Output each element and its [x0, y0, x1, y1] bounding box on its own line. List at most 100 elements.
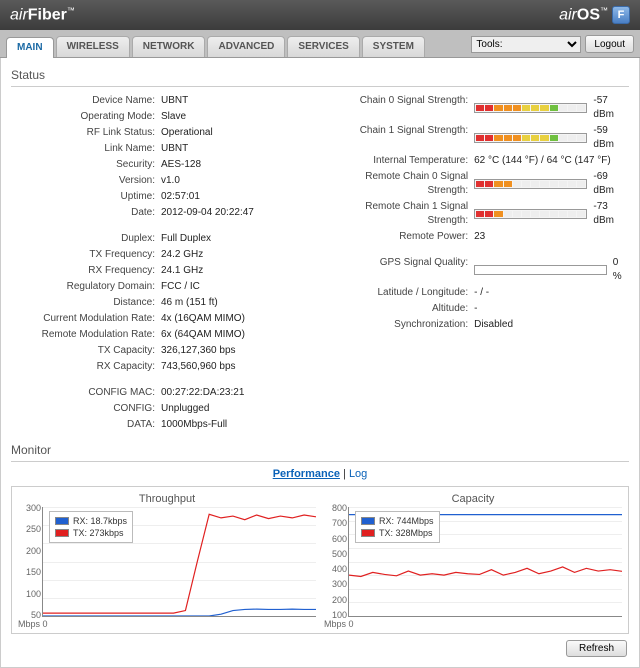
tab-wireless[interactable]: WIRELESS [56, 36, 130, 57]
status-value: 326,127,360 bps [161, 344, 314, 358]
status-value: 2012-09-04 20:22:47 [161, 206, 314, 220]
status-label: CONFIG: [11, 402, 161, 416]
status-value: Full Duplex [161, 232, 314, 246]
status-label: Date: [11, 206, 161, 220]
status-row: Internal Temperature:62 °C (144 °F) / 64… [324, 153, 629, 169]
status-value: FCC / IC [161, 280, 314, 294]
logo-airfiber: airFiber™ [10, 6, 75, 24]
axis-label: Mbps 0 [18, 617, 316, 629]
status-value: -59 dBm [474, 124, 629, 152]
status-row: Synchronization:Disabled [324, 317, 629, 333]
status-row: TX Frequency:24.2 GHz [11, 247, 314, 263]
status-value: Unplugged [161, 402, 314, 416]
status-row: Security:AES-128 [11, 157, 314, 173]
status-value: 0 % [474, 256, 629, 284]
status-value: AES-128 [161, 158, 314, 172]
link-performance[interactable]: Performance [273, 468, 340, 480]
status-value: - [474, 302, 629, 316]
status-label: Synchronization: [324, 318, 474, 332]
monitor-links: Performance | Log [11, 466, 629, 486]
status-row: CONFIG MAC:00:27:22:DA:23:21 [11, 385, 314, 401]
status-label: RF Link Status: [11, 126, 161, 140]
status-label: RX Capacity: [11, 360, 161, 374]
status-row: Chain 0 Signal Strength:-57 dBm [324, 93, 629, 123]
status-label: GPS Signal Quality: [324, 256, 474, 284]
status-label: DATA: [11, 418, 161, 432]
status-value: Disabled [474, 318, 629, 332]
status-label: Latitude / Longitude: [324, 286, 474, 300]
status-label: Uptime: [11, 190, 161, 204]
status-label: TX Frequency: [11, 248, 161, 262]
status-row: Remote Modulation Rate:6x (64QAM MIMO) [11, 327, 314, 343]
status-label: TX Capacity: [11, 344, 161, 358]
status-row: Operating Mode:Slave [11, 109, 314, 125]
status-row: Distance:46 m (151 ft) [11, 295, 314, 311]
status-label: Distance: [11, 296, 161, 310]
status-label: Altitude: [324, 302, 474, 316]
status-value: 4x (16QAM MIMO) [161, 312, 314, 326]
tab-network[interactable]: NETWORK [132, 36, 206, 57]
status-value: v1.0 [161, 174, 314, 188]
status-value: 24.1 GHz [161, 264, 314, 278]
status-row: Date:2012-09-04 20:22:47 [11, 205, 314, 221]
status-label: Remote Chain 0 Signal Strength: [324, 170, 474, 198]
status-row: Latitude / Longitude:- / - [324, 285, 629, 301]
status-right-col: Chain 0 Signal Strength:-57 dBmChain 1 S… [324, 93, 629, 433]
status-value: UBNT [161, 94, 314, 108]
status-label: Operating Mode: [11, 110, 161, 124]
status-value: -69 dBm [474, 170, 629, 198]
tools-area: Tools: Logout [471, 35, 634, 57]
status-value: 62 °C (144 °F) / 64 °C (147 °F) [474, 154, 629, 168]
page-body: Status Device Name:UBNTOperating Mode:Sl… [0, 58, 640, 668]
status-row: TX Capacity:326,127,360 bps [11, 343, 314, 359]
status-left-col: Device Name:UBNTOperating Mode:SlaveRF L… [11, 93, 314, 433]
status-value: UBNT [161, 142, 314, 156]
signal-bar [474, 209, 587, 219]
status-row: Current Modulation Rate:4x (16QAM MIMO) [11, 311, 314, 327]
status-value: -73 dBm [474, 200, 629, 228]
status-heading: Status [11, 66, 629, 87]
status-label: Version: [11, 174, 161, 188]
status-row: Version:v1.0 [11, 173, 314, 189]
tab-services[interactable]: SERVICES [287, 36, 359, 57]
tools-dropdown[interactable]: Tools: [471, 36, 581, 53]
status-label: Chain 0 Signal Strength: [324, 94, 474, 122]
status-label: Security: [11, 158, 161, 172]
status-row: Chain 1 Signal Strength:-59 dBm [324, 123, 629, 153]
status-value: Slave [161, 110, 314, 124]
status-value: 23 [474, 230, 629, 244]
status-row: Remote Power:23 [324, 229, 629, 245]
status-row: CONFIG:Unplugged [11, 401, 314, 417]
status-value: 1000Mbps-Full [161, 418, 314, 432]
status-label: Link Name: [11, 142, 161, 156]
signal-bar [474, 133, 587, 143]
status-row: RF Link Status:Operational [11, 125, 314, 141]
status-value: 02:57:01 [161, 190, 314, 204]
status-row: Link Name:UBNT [11, 141, 314, 157]
status-value: 6x (64QAM MIMO) [161, 328, 314, 342]
link-log[interactable]: Log [349, 468, 367, 480]
status-value: 743,560,960 bps [161, 360, 314, 374]
status-label: Remote Chain 1 Signal Strength: [324, 200, 474, 228]
status-value: 46 m (151 ft) [161, 296, 314, 310]
tab-system[interactable]: SYSTEM [362, 36, 425, 57]
status-row: Regulatory Domain:FCC / IC [11, 279, 314, 295]
logout-button[interactable]: Logout [585, 35, 634, 53]
status-value: 24.2 GHz [161, 248, 314, 262]
monitor-heading: Monitor [11, 441, 629, 462]
signal-bar [474, 103, 587, 113]
refresh-button[interactable]: Refresh [566, 640, 627, 657]
status-row: RX Frequency:24.1 GHz [11, 263, 314, 279]
status-label: Current Modulation Rate: [11, 312, 161, 326]
status-row: RX Capacity:743,560,960 bps [11, 359, 314, 375]
tab-main[interactable]: MAIN [6, 37, 54, 58]
status-row: Device Name:UBNT [11, 93, 314, 109]
tab-advanced[interactable]: ADVANCED [207, 36, 285, 57]
status-row: DATA:1000Mbps-Full [11, 417, 314, 433]
status-label: Chain 1 Signal Strength: [324, 124, 474, 152]
status-label: Device Name: [11, 94, 161, 108]
status-value: Operational [161, 126, 314, 140]
status-row: Duplex:Full Duplex [11, 231, 314, 247]
topbar: airFiber™ airOS™ F [0, 0, 640, 30]
charts-panel: Throughput 30025020015010050RX: 18.7kbps… [11, 486, 629, 634]
